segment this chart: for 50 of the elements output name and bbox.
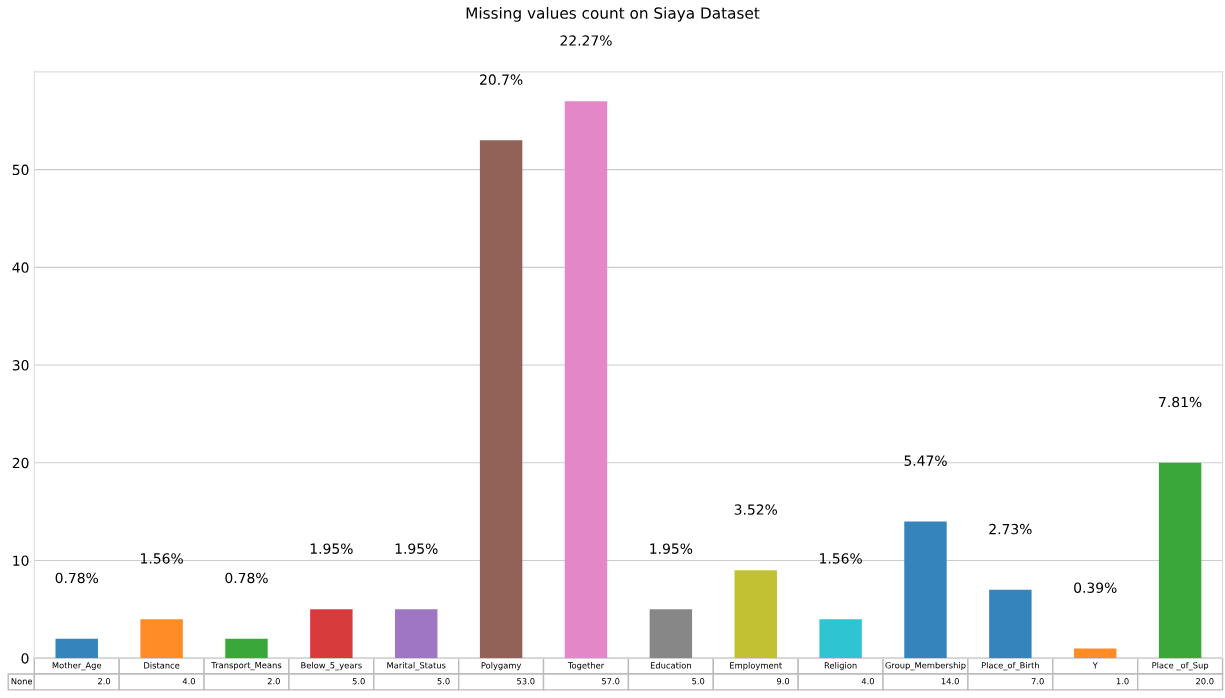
annotation: 1.56% (820, 553, 862, 564)
annotation: 0.78% (225, 572, 268, 584)
annotation: 20.7% (480, 74, 523, 85)
data-label: 57.0 (602, 678, 620, 685)
data-label: 53.0 (517, 678, 535, 685)
data-label: 5.0 (437, 678, 450, 685)
annotation: 1.95% (650, 543, 693, 554)
x-tick-label: Transport_Means (211, 662, 282, 671)
x-tick-label: Distance (144, 662, 180, 669)
y-tick-label: 50 (12, 164, 29, 176)
x-tick-label: Group_Membership (885, 661, 966, 671)
x-tick-label: Education (650, 662, 691, 669)
x-tick-label: Mother_Age (52, 661, 102, 671)
x-tick-label: Y (1092, 662, 1098, 669)
x-tick-label: Below_5_years (301, 661, 362, 671)
x-tick-label: Place _of_Sup (1152, 661, 1209, 671)
annotation: 1.95% (395, 543, 438, 554)
y-tick-label: 0 (21, 653, 29, 664)
data-label: 9.0 (776, 678, 790, 685)
x-tick-label: Together (567, 662, 605, 671)
x-tick-label: Marital_Status (387, 661, 446, 671)
data-label: 14.0 (941, 678, 959, 685)
y-tick-label: 20 (12, 457, 29, 469)
y-tick-label: 30 (12, 360, 29, 371)
data-label: 7.0 (1031, 678, 1044, 685)
y-tick-label: 40 (12, 262, 29, 273)
data-label: 2.0 (267, 678, 280, 685)
data-label: 2.0 (98, 678, 111, 685)
y-tick-label: 10 (13, 555, 29, 566)
annotation: 0.78% (55, 572, 99, 584)
data-label: 20.0 (1196, 678, 1214, 685)
annotation: 1.56% (141, 553, 183, 564)
chart-title: Missing values count on Siaya Dataset (466, 6, 760, 22)
data-label: 4.0 (861, 678, 875, 685)
annotation: 1.95% (310, 543, 353, 554)
data-label: 5.0 (352, 678, 365, 685)
x-tick-label: Polygamy (481, 662, 522, 671)
annotation: 3.52% (734, 504, 778, 515)
data-label: 4.0 (182, 678, 196, 685)
text: 22.27% (560, 35, 612, 46)
x-tick-label: Religion (824, 662, 857, 671)
annotation: 5.47% (904, 455, 947, 466)
x-tick-label: Place_of_Birth (981, 661, 1039, 671)
text: None (11, 678, 33, 685)
annotation: 0.39% (1074, 582, 1117, 593)
x-tick-label: Employment (730, 662, 782, 671)
data-label: 5.0 (692, 678, 705, 685)
annotation: 2.73% (989, 523, 1032, 535)
data-label: 1.0 (1116, 678, 1129, 685)
annotation: 7.81% (1159, 396, 1202, 408)
